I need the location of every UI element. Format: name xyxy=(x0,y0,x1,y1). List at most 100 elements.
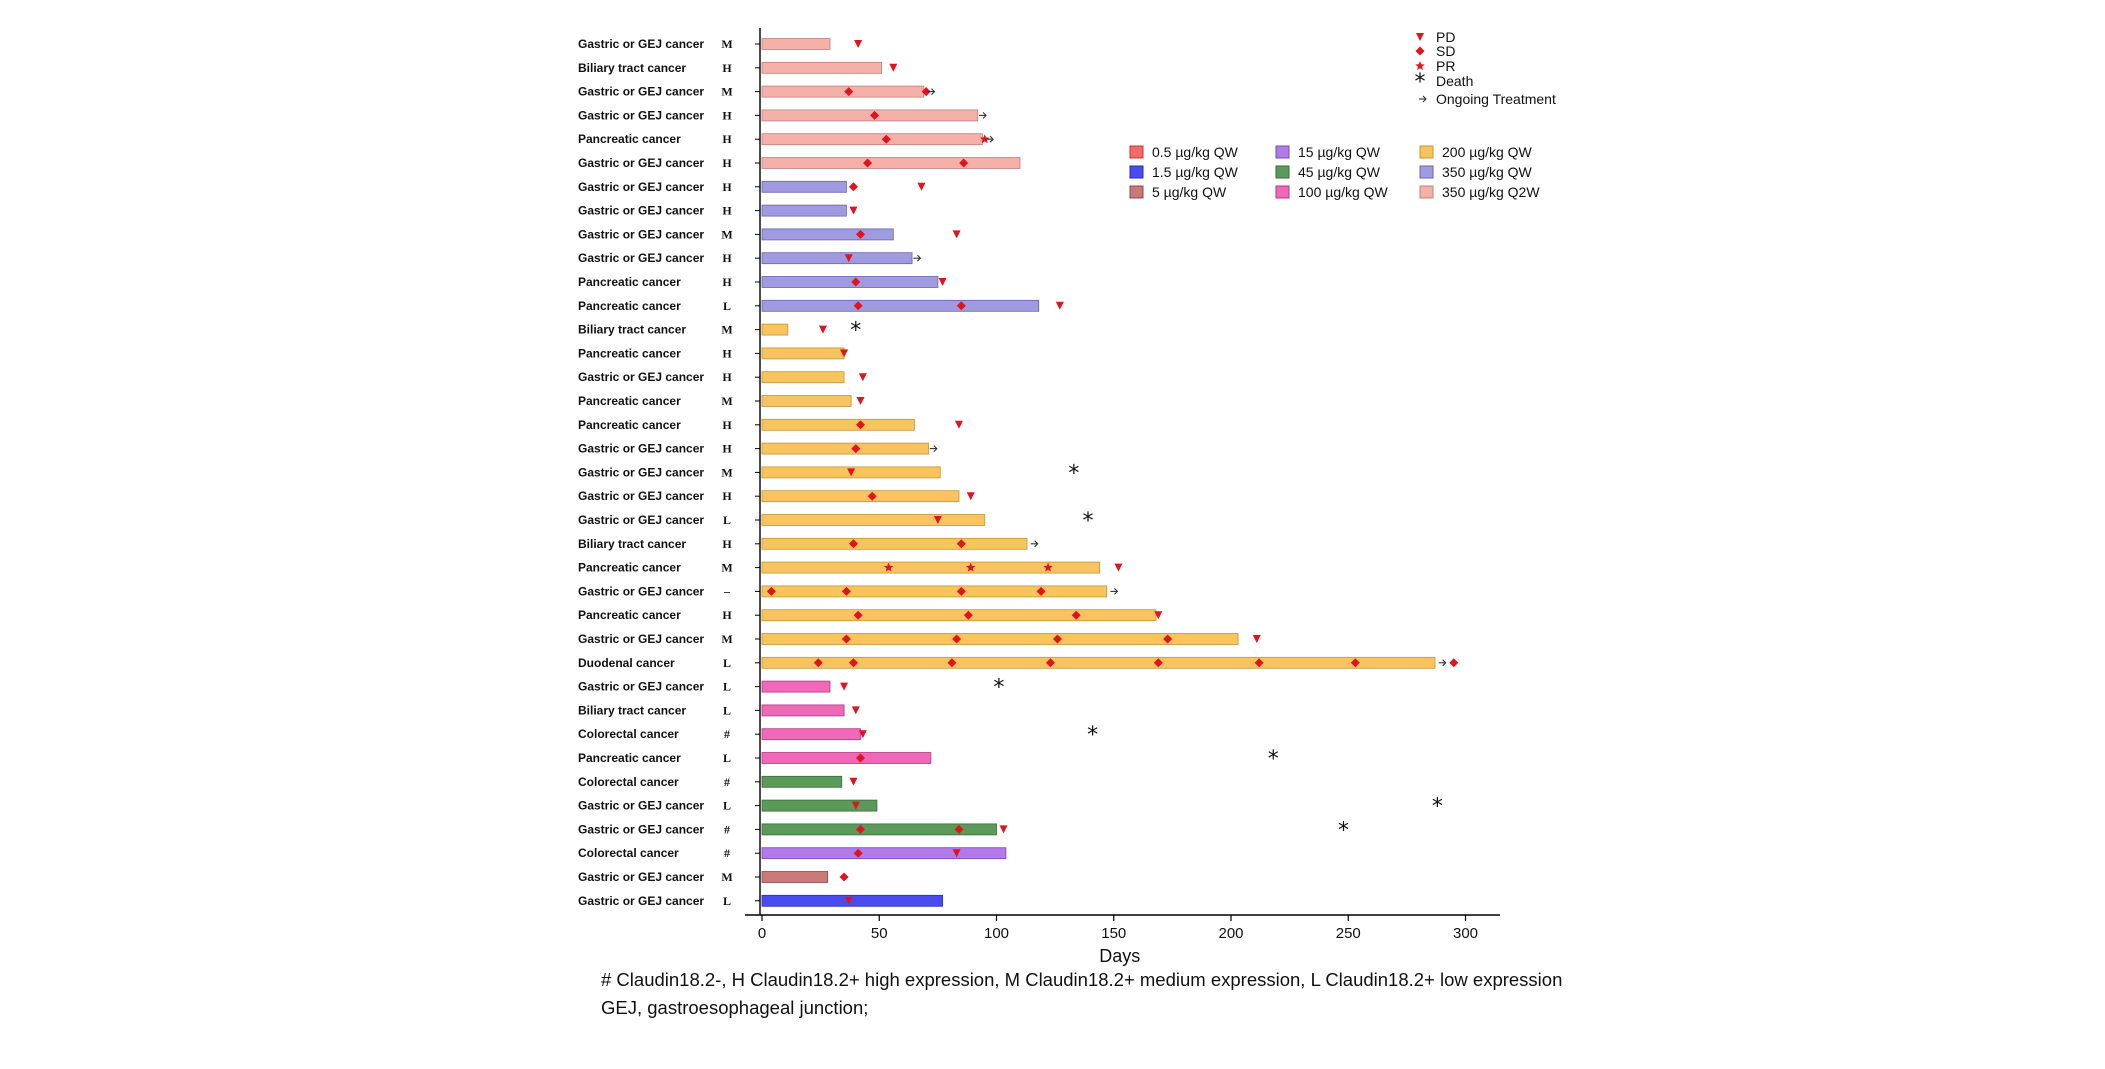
pd-marker xyxy=(1252,635,1261,643)
legend-marker-pd: PD xyxy=(1436,29,1455,45)
legend-dose-d45: 45 µg/kg QW xyxy=(1298,164,1381,180)
footnote-expression-key: # Claudin18.2-, H Claudin18.2+ high expr… xyxy=(601,969,1563,990)
pd-marker xyxy=(1154,611,1163,620)
death-marker: * xyxy=(993,676,1004,701)
footnote-gej: GEJ, gastroesophageal junction; xyxy=(601,997,869,1018)
patient-cancer-label: Gastric or GEJ cancer xyxy=(578,108,704,122)
patient-bar xyxy=(761,109,979,122)
legend-swatch-d200 xyxy=(1419,145,1434,159)
patient-bar xyxy=(761,157,1021,169)
patient-bar xyxy=(761,633,1239,645)
patient-bar xyxy=(761,442,929,455)
sd-marker xyxy=(1153,658,1163,668)
patient-bar xyxy=(761,585,1108,598)
death-marker: * xyxy=(1087,723,1098,748)
patient-expression-label: H xyxy=(722,251,732,265)
legend-swatch-d15 xyxy=(1129,165,1144,179)
sd-marker xyxy=(867,491,877,501)
patient-bar xyxy=(761,704,845,717)
patient-expression-label: L xyxy=(723,799,731,813)
sd-marker xyxy=(921,87,931,97)
patient-cancer-label: Gastric or GEJ cancer xyxy=(578,37,704,51)
patient-expression-label: L xyxy=(723,680,731,694)
patient-cancer-label: Gastric or GEJ cancer xyxy=(578,870,704,884)
pd-marker xyxy=(933,516,942,524)
patient-cancer-label: Pancreatic cancer xyxy=(578,132,681,146)
patient-cancer-label: Gastric or GEJ cancer xyxy=(578,799,704,813)
legend-swatch-d350q2 xyxy=(1419,185,1434,199)
legend-marker-death: Death xyxy=(1436,73,1473,89)
patient-cancer-label: Gastric or GEJ cancer xyxy=(578,894,704,908)
pd-marker xyxy=(851,706,860,715)
sd-marker xyxy=(766,586,776,596)
pd-marker xyxy=(849,777,858,786)
patient-expression-label: H xyxy=(722,442,732,456)
sd-marker xyxy=(1163,634,1173,644)
pd-marker xyxy=(1416,33,1424,41)
patient-cancer-label: Gastric or GEJ cancer xyxy=(578,180,704,194)
legend-swatch-d45 xyxy=(1275,165,1290,179)
pd-marker xyxy=(999,825,1008,834)
patient-expression-label: H xyxy=(722,61,732,75)
death-marker: * xyxy=(1338,818,1349,843)
pd-marker xyxy=(849,206,858,215)
patient-expression-label: L xyxy=(723,513,731,527)
sd-marker xyxy=(1045,658,1055,668)
patient-cancer-label: Gastric or GEJ cancer xyxy=(578,204,704,218)
ongoing-arrowhead xyxy=(1114,588,1119,595)
patient-expression-label: L xyxy=(723,751,731,765)
patient-expression-label: H xyxy=(722,132,732,146)
sd-marker xyxy=(855,753,865,763)
x-tick-label: 50 xyxy=(871,925,888,942)
pr-marker xyxy=(980,134,990,144)
ongoing-arrowhead xyxy=(933,445,938,452)
sd-marker xyxy=(956,586,966,596)
patient-bar xyxy=(761,561,1101,574)
legend-dose-d200: 200 µg/kg QW xyxy=(1442,144,1533,160)
patient-expression-label: M xyxy=(721,561,732,575)
x-tick-label: 250 xyxy=(1336,925,1361,942)
legend-dose-d5: 5 µg/kg QW xyxy=(1152,184,1227,200)
sd-marker xyxy=(844,87,854,97)
patient-bar xyxy=(761,871,829,883)
sd-marker xyxy=(1449,658,1459,668)
pd-marker xyxy=(889,63,898,72)
patient-cancer-label: Gastric or GEJ cancer xyxy=(578,227,704,241)
patient-cancer-label: Pancreatic cancer xyxy=(578,608,681,622)
patient-expression-label: H xyxy=(722,346,732,360)
legend-swatch-d5 xyxy=(1129,185,1144,199)
patient-cancer-label: Colorectal cancer xyxy=(578,727,679,741)
patient-expression-label: L xyxy=(723,703,731,717)
death-marker: * xyxy=(1068,461,1079,486)
patient-expression-label: H xyxy=(722,275,732,289)
patient-expression-label: # xyxy=(724,775,730,789)
ongoing-arrowhead xyxy=(982,112,987,119)
sd-marker xyxy=(1350,658,1360,668)
pd-marker xyxy=(1055,301,1064,310)
patient-bar xyxy=(761,228,894,241)
sd-marker xyxy=(855,824,865,834)
x-tick-label: 300 xyxy=(1453,925,1478,942)
patient-cancer-label: Pancreatic cancer xyxy=(578,561,681,575)
sd-marker xyxy=(1052,634,1062,644)
sd-marker xyxy=(848,539,858,549)
patient-cancer-label: Biliary tract cancer xyxy=(578,323,686,337)
sd-marker xyxy=(848,182,858,192)
pd-marker xyxy=(844,254,853,263)
legend-dose-d100: 100 µg/kg QW xyxy=(1298,184,1389,200)
pr-marker xyxy=(883,562,894,572)
legend-marker-ongoing: Ongoing Treatment xyxy=(1436,91,1556,107)
patient-bar xyxy=(761,514,986,526)
patient-cancer-label: Gastric or GEJ cancer xyxy=(578,156,704,170)
patient-expression-label: H xyxy=(722,489,732,503)
patient-cancer-label: Gastric or GEJ cancer xyxy=(578,85,704,99)
patient-cancer-label: Pancreatic cancer xyxy=(578,299,681,313)
pd-marker xyxy=(938,278,947,286)
patient-cancer-label: Biliary tract cancer xyxy=(578,703,686,717)
sd-marker xyxy=(855,229,865,239)
patient-cancer-label: Colorectal cancer xyxy=(578,846,679,860)
patient-cancer-label: Pancreatic cancer xyxy=(578,275,681,289)
patient-bar xyxy=(761,347,845,360)
patient-bar xyxy=(761,537,1028,550)
sd-marker xyxy=(853,848,863,858)
